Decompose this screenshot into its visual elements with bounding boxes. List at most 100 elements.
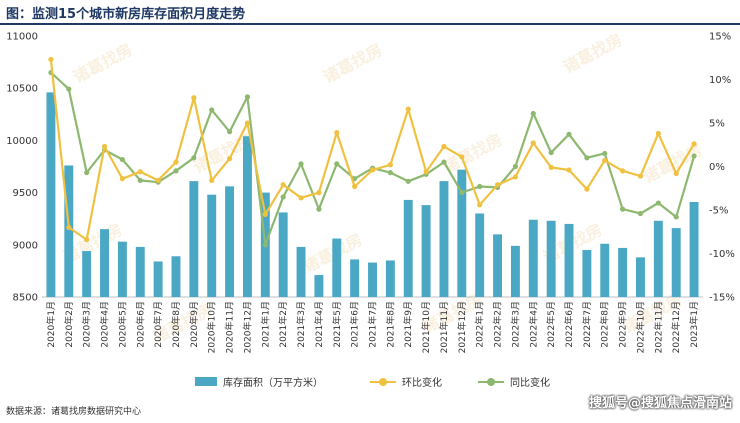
mom-line <box>49 59 696 241</box>
yoy-point <box>66 86 72 92</box>
x-tick-label: 2020年5月 <box>116 301 128 348</box>
mom-point <box>387 162 393 168</box>
bar <box>671 228 681 297</box>
yoy-point <box>387 169 393 176</box>
bar <box>171 256 181 297</box>
mom-point <box>155 177 161 184</box>
yoy-point <box>137 177 143 184</box>
mom-point <box>655 130 661 137</box>
x-tick-label: 2021年2月 <box>277 301 289 348</box>
bar <box>314 275 324 297</box>
bar <box>582 250 592 297</box>
x-tick-label: 2022年10月 <box>634 301 646 353</box>
mom-point <box>280 182 286 188</box>
mom-point <box>423 169 429 175</box>
x-tick-label: 2021年3月 <box>295 301 307 348</box>
bar <box>242 136 252 297</box>
x-tick-label: 2022年11月 <box>652 301 664 353</box>
bar <box>493 234 503 297</box>
y-right-tick-label: -15% <box>709 293 735 304</box>
x-tick-label: 2022年2月 <box>492 301 504 348</box>
mom-point <box>441 143 447 150</box>
mom-point <box>369 167 376 173</box>
mom-point <box>66 224 72 230</box>
bar <box>636 257 645 297</box>
legend-item-yoy: 同比变化 <box>478 374 550 389</box>
title-rule <box>0 23 740 25</box>
x-tick-label: 2022年3月 <box>509 301 521 348</box>
x-tick-label: 2022年8月 <box>599 301 611 348</box>
mom-point <box>262 211 268 217</box>
bar <box>600 243 610 297</box>
yoy-point <box>119 156 125 163</box>
yoy-point <box>262 242 268 248</box>
bar <box>100 229 109 297</box>
yoy-point <box>477 183 483 190</box>
mom-point <box>548 164 554 170</box>
yoy-point <box>602 150 608 157</box>
x-tick-label: 2020年6月 <box>134 301 146 348</box>
x-tick-label: 2022年9月 <box>617 301 629 348</box>
mom-point <box>101 143 108 150</box>
corner-watermark: 搜狐号@搜狐焦点滑南站 <box>588 396 732 411</box>
mom-point <box>352 183 358 190</box>
yoy-point <box>244 94 251 100</box>
x-tick-label: 2022年12月 <box>670 301 682 353</box>
x-tick-label: 2021年9月 <box>402 301 414 348</box>
bar <box>332 238 342 297</box>
x-tick-label: 2022年7月 <box>581 301 593 348</box>
bar <box>278 212 288 297</box>
bar <box>225 186 235 297</box>
legend-swatch-yoy <box>478 377 504 387</box>
mom-point <box>637 173 644 179</box>
y-right-tick-label: 0% <box>709 162 725 173</box>
bar <box>368 262 377 297</box>
mom-point <box>119 176 125 182</box>
legend-swatch-mom <box>370 377 396 387</box>
yoy-point <box>226 129 233 135</box>
bar <box>350 259 360 297</box>
yoy-point <box>441 159 447 165</box>
x-tick-label: 2021年8月 <box>384 301 396 348</box>
x-tick-label: 2021年11月 <box>438 301 450 353</box>
bar <box>510 245 520 297</box>
bar <box>475 213 485 297</box>
legend-label-inventory: 库存面积（万平方米） <box>223 378 323 389</box>
yoy-point <box>298 161 304 167</box>
x-tick-label: 2022年5月 <box>545 301 557 348</box>
x-tick-label: 2022年4月 <box>527 301 539 348</box>
x-tick-label: 2020年9月 <box>188 301 200 348</box>
legend-item-inventory: 库存面积（万平方米） <box>195 374 323 389</box>
x-tick-label: 2020年7月 <box>152 301 164 348</box>
yoy-point <box>530 110 536 117</box>
bar <box>82 251 92 297</box>
mom-point <box>459 154 465 160</box>
title-bar: 图：监测15个城市新房库存面积月度走势 <box>0 0 740 25</box>
bar <box>439 181 449 297</box>
x-tick-label: 2021年7月 <box>367 301 379 348</box>
yoy-point <box>655 200 661 206</box>
y-right-tick-label: 15% <box>709 32 731 43</box>
bar <box>403 199 413 297</box>
chart-area: 8500 9000 9500 10000 10500 11000 -15% -10% -5% 0%… <box>6 32 735 354</box>
x-tick-label: 2020年2月 <box>63 301 75 348</box>
x-tick-label: 2020年4月 <box>99 301 111 348</box>
mom-point <box>244 120 251 126</box>
mom-point <box>512 174 519 180</box>
bar <box>189 181 199 297</box>
bar <box>618 247 628 297</box>
yoy-point <box>512 163 519 170</box>
bar <box>421 205 431 297</box>
bar <box>546 220 556 297</box>
x-tick-label: 2021年12月 <box>456 301 468 353</box>
bar <box>46 92 56 297</box>
bar <box>528 219 538 297</box>
x-tick-label: 2022年1月 <box>474 301 486 348</box>
y-right-tick-label: 10% <box>709 75 731 86</box>
x-tick-label: 2020年8月 <box>170 301 182 348</box>
mom-point <box>494 182 501 188</box>
yoy-point <box>584 155 590 161</box>
yoy-point <box>548 149 554 156</box>
mom-point <box>191 95 197 101</box>
data-source-note: 数据来源：诸葛找房数据研究中心 <box>6 407 142 417</box>
